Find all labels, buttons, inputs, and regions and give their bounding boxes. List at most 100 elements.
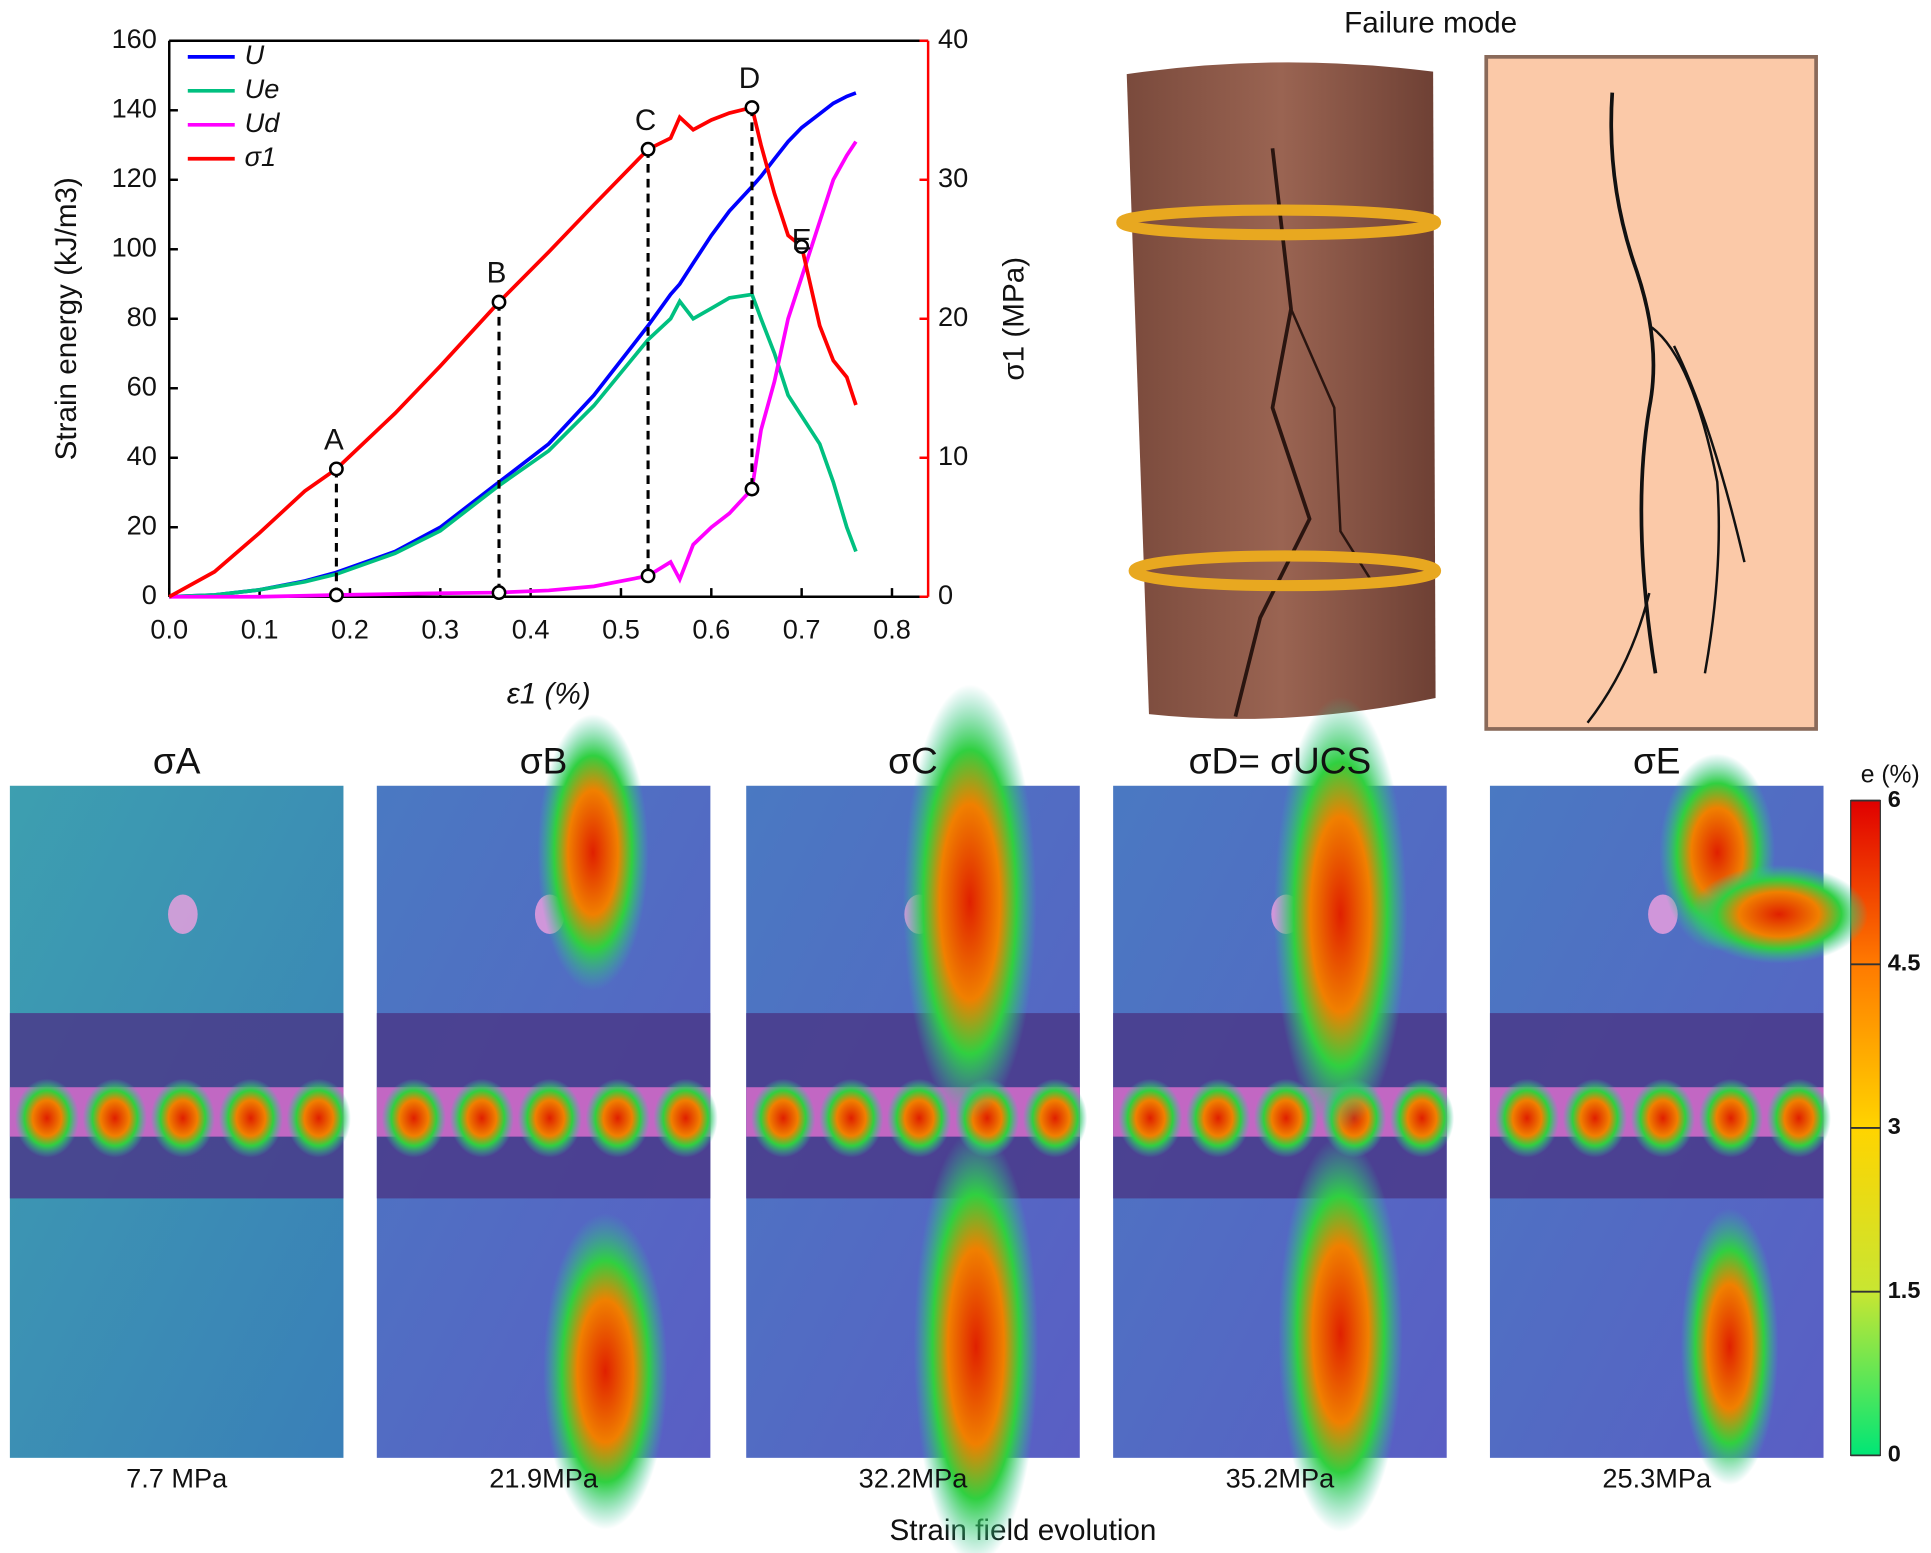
y2-tick-label: 20 [938,301,968,332]
x-tick-label: 0.2 [331,614,369,645]
strain-hotspot [218,1078,283,1158]
strain-hotspot [1494,1078,1560,1158]
strain-hotspot [1022,1078,1088,1158]
legend-label: σ1 [245,141,276,172]
x-tick-label: 0.7 [783,614,821,645]
strain-band [913,1129,1039,1553]
panel-title: σC [888,739,938,781]
x-tick-label: 0.1 [241,614,279,645]
strain-hotspot [751,1078,816,1158]
legend-label: U [245,39,265,70]
panel-title: σE [1633,739,1681,781]
panel-stress: 21.9MPa [489,1462,599,1493]
point-marker [328,461,344,477]
failure-mode-title: Failure mode [1344,7,1517,40]
point-marker [744,481,760,497]
x-tick-label: 0.3 [421,614,459,645]
colorbar-tick-label: 0 [1888,1441,1901,1467]
colorbar-tick-label: 3 [1888,1113,1901,1139]
y-tick-label: 60 [127,370,157,401]
point-marker [328,587,344,603]
y2-tick-label: 10 [938,440,968,471]
strain-band [1680,1208,1779,1486]
panel-title: σA [153,739,201,781]
strain-field-title: Strain field evolution [889,1514,1156,1547]
panel-stress: 7.7 MPa [126,1462,228,1493]
strain-hotspot [1630,1078,1696,1158]
y-tick-label: 140 [112,92,157,123]
point-marker [744,100,760,115]
colorbar-tick-label: 4.5 [1888,949,1921,975]
x-tick-label: 0.6 [692,614,730,645]
strain-band [1278,1136,1403,1532]
strain-hotspot [887,1078,952,1158]
strain-panel [1113,696,1455,1532]
strain-hotspot [585,1078,650,1158]
strain-hotspot [286,1078,351,1158]
x-tick-label: 0.8 [873,614,911,645]
strain-hotspot [1186,1078,1251,1158]
strain-hotspot [653,1078,718,1158]
colorbar-tick-label: 6 [1888,786,1901,812]
strain-panel [376,714,718,1530]
y2-tick-label: 40 [938,23,968,54]
x-axis-label: ε1 (%) [507,677,591,710]
point-marker [491,294,507,310]
x-tick-label: 0.4 [512,614,550,645]
y-tick-label: 20 [127,509,157,540]
panel-stress: 35.2MPa [1226,1462,1336,1493]
point-marker [794,239,810,254]
panel-stress: 25.3MPa [1602,1462,1712,1493]
legend-label: Ue [245,73,280,104]
y2-tick-label: 0 [938,579,953,610]
colorbar-tick-label: 1.5 [1888,1277,1921,1303]
strain-band [1273,696,1408,1132]
strain-hotspot [150,1078,215,1158]
y-tick-label: 120 [112,162,157,193]
strain-hotspot [1698,1078,1763,1158]
colorbar-title: e (%) [1861,761,1920,788]
point-label: D [739,62,760,95]
point-marker [491,585,507,600]
strain-hotspot [517,1078,582,1158]
y-tick-label: 40 [127,440,157,471]
speckle [168,894,198,935]
y-tick-label: 160 [112,23,157,54]
point-label: C [635,104,656,137]
strain-panel [9,785,351,1458]
strain-hotspot [14,1078,80,1158]
series-line [169,140,858,599]
point-label: E [792,223,812,256]
panel-title: σD= σUCS [1189,739,1372,781]
strain-hotspot [1253,1078,1319,1158]
x-tick-label: 0.0 [150,614,188,645]
y-tick-label: 100 [112,231,157,262]
strain-band [537,714,649,991]
point-label: A [324,424,344,457]
strain-band [903,684,1037,1120]
strain-hotspot [1562,1078,1628,1158]
y-tick-label: 80 [127,301,157,332]
point-marker [640,568,656,584]
y2-axis-label: σ1 (MPa) [997,257,1030,381]
panel-stress: 32.2MPa [859,1462,969,1493]
strain-band [543,1213,668,1530]
strain-hotspot [1389,1078,1455,1158]
series-line [169,292,858,599]
y-axis-label: Strain energy (kJ/m3) [50,177,83,460]
strain-hotspot [1766,1078,1831,1158]
panel-title: σB [520,739,568,781]
point-marker [640,141,656,157]
strain-band [1690,864,1868,964]
strain-hotspot [1118,1078,1183,1158]
rock-specimen-photo [1116,62,1442,719]
strain-hotspot [819,1078,884,1158]
point-label: B [487,257,507,290]
y2-tick-label: 30 [938,162,968,193]
strain-panel [746,684,1088,1553]
strain-hotspot [449,1078,514,1158]
x-tick-label: 0.5 [602,614,640,645]
crack-sketch [1484,55,1818,731]
